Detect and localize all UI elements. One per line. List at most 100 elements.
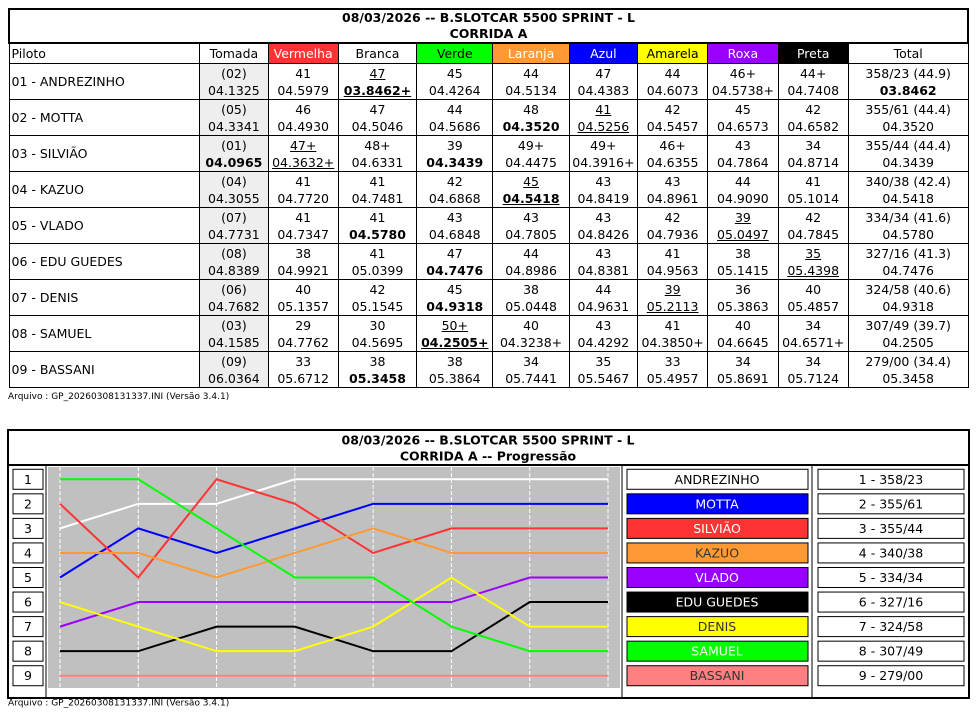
lap-time: 05.1415 — [717, 262, 769, 278]
lap-time: 04.0965 — [205, 154, 263, 170]
laps: 29 — [295, 317, 312, 333]
result-cell: 46+ 04.5738+ — [707, 63, 779, 100]
result-cell: 43 04.8381 — [568, 243, 638, 280]
laps: 324/58 (40.6) — [865, 281, 951, 297]
lap-time: 04.5738+ — [711, 82, 774, 98]
laps: 34 — [734, 353, 751, 369]
laps: 47 — [369, 65, 386, 81]
rank-box — [12, 640, 44, 662]
lap-time: 06.0364 — [208, 370, 260, 386]
laps: 43 — [523, 209, 540, 225]
lap-time: 04.6582 — [787, 118, 840, 134]
lap-time: 04.3916+ — [572, 154, 635, 170]
driver-name: 06 - EDU GUEDES — [8, 243, 201, 280]
progress-line — [60, 478, 608, 653]
progress-line — [59, 502, 608, 579]
lap-time: 05.8691 — [717, 370, 769, 386]
laps: 33 — [664, 353, 681, 369]
result-cell: (06) 04.7682 — [199, 279, 269, 316]
laps: 34 — [805, 353, 822, 369]
lap-time: 04.7476 — [426, 262, 484, 278]
laps: 40 — [523, 317, 540, 333]
laps: 40 — [295, 281, 312, 297]
result-cell: 41 04.3850+ — [636, 315, 709, 352]
result-cell: 30 04.5695 — [337, 315, 418, 352]
result-cell: 47 04.7476 — [416, 243, 494, 280]
result-cell: (02) 04.1325 — [199, 63, 269, 100]
result-cell: 41 04.9563 — [636, 243, 709, 280]
rank-box — [12, 591, 44, 613]
result-cell: 33 05.6712 — [267, 351, 339, 388]
legend-swatch — [626, 616, 809, 638]
laps: 46 — [295, 101, 312, 117]
laps: 45 — [446, 281, 463, 297]
legend-swatch — [626, 640, 809, 662]
lap-time: 05.0448 — [505, 298, 557, 314]
laps: 42 — [369, 281, 386, 297]
laps: 43 — [664, 173, 681, 189]
laps: 47+ — [289, 137, 317, 153]
lap-time: 04.7864 — [717, 154, 769, 170]
result-cell: (01) 04.0965 — [199, 135, 269, 172]
driver-name: 04 - KAZUO — [8, 171, 201, 208]
laps: 38 — [446, 353, 463, 369]
lap-time: 05.4857 — [787, 298, 840, 314]
lap-time: 04.6571+ — [782, 334, 845, 350]
result-cell: 43 04.8961 — [636, 171, 709, 208]
driver-row: 07 - DENIS (06) 04.7682 40 05.1357 42 05.1545 4… — [8, 279, 969, 316]
table-title: CORRIDA A — [8, 26, 969, 44]
rank-box — [12, 493, 44, 515]
result-cell: 45 04.9318 — [416, 279, 494, 316]
laps: 49+ — [517, 137, 545, 153]
laps: 41 — [805, 173, 822, 189]
result-cell: 49+ 04.3916+ — [568, 135, 638, 172]
result-cell: 34 05.7441 — [492, 351, 570, 388]
result-cell: 34 05.7124 — [777, 351, 849, 388]
lap-time: 04.3055 — [208, 190, 260, 206]
laps: 44 — [523, 245, 540, 261]
legend-swatch — [626, 468, 809, 490]
laps: 46+ — [729, 65, 757, 81]
rank-box — [12, 517, 44, 539]
result-cell: 48+ 04.6331 — [337, 135, 418, 172]
result-box — [817, 493, 965, 515]
result-label: 3 - 355/44 — [859, 521, 923, 536]
rank-box — [12, 665, 44, 687]
lap-time: 05.0497 — [717, 226, 769, 242]
result-cell: 35 05.5467 — [568, 351, 638, 388]
lap-time: 04.3520 — [882, 118, 935, 134]
laps: 44+ — [799, 65, 827, 81]
lap-time: 04.5418 — [882, 190, 935, 206]
laps: 44 — [523, 65, 540, 81]
lap-time: 04.3341 — [208, 118, 260, 134]
laps: (05) — [221, 101, 247, 117]
result-label: 8 - 307/49 — [859, 644, 923, 659]
lap-time: 05.6712 — [277, 370, 330, 386]
lap-time: 04.1325 — [208, 82, 260, 98]
result-cell: 40 04.3238+ — [492, 315, 570, 352]
result-cell: 42 05.1545 — [337, 279, 418, 316]
result-label: 9 - 279/00 — [859, 668, 923, 683]
laps: 42 — [664, 209, 681, 225]
legend-label: KAZUO — [695, 545, 739, 560]
lap-time: 04.3632+ — [272, 154, 335, 170]
legend-swatch — [626, 517, 809, 539]
legend-label: DENIS — [698, 619, 737, 634]
result-cell: (04) 04.3055 — [199, 171, 269, 208]
lap-time: 04.9318 — [882, 298, 935, 314]
laps: 40 — [734, 317, 751, 333]
result-cell: 39 05.2113 — [636, 279, 709, 316]
result-label: 6 - 327/16 — [859, 595, 923, 610]
result-cell: 40 05.1357 — [267, 279, 339, 316]
table-title: 08/03/2026 -- B.SLOTCAR 5500 SPRINT - L — [8, 8, 969, 26]
lap-time: 05.1545 — [351, 298, 404, 314]
laps: 47 — [369, 101, 386, 117]
laps: 45 — [523, 173, 540, 189]
chart-footer: Arquivo : GP_20260308131337.INI (Versão … — [8, 699, 229, 709]
lap-time: 05.5467 — [577, 370, 630, 386]
laps: 40 — [805, 281, 822, 297]
result-cell: 38 04.9921 — [267, 243, 339, 280]
progress-line — [59, 576, 608, 628]
laps: 43 — [595, 317, 612, 333]
